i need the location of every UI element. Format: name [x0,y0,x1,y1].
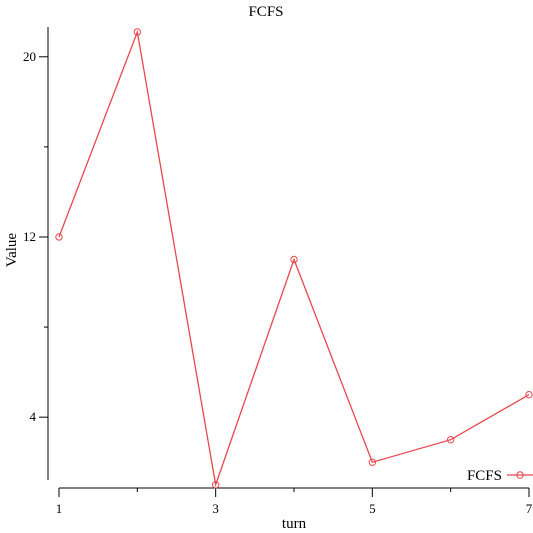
data-point [525,390,533,399]
x-tick-label: 5 [369,501,376,516]
chart-title: FCFS [248,4,283,20]
legend-marker [516,471,524,479]
data-point [133,28,142,36]
data-point [368,458,377,466]
data-point [290,255,298,264]
x-tick-label: 3 [212,501,219,516]
x-tick-label: 7 [526,501,533,516]
data-point [55,233,63,241]
data-point [211,481,220,489]
y-tick-label: 12 [23,229,36,244]
data-point [446,436,455,444]
legend-label: FCFS [467,468,502,484]
x-tick-label: 1 [56,501,63,516]
legend: FCFS [467,468,533,484]
x-axis: 1 3 5 7 [56,487,533,516]
series-line-fcfs [58,29,530,488]
y-tick-label: 4 [30,409,37,424]
plot-area [55,28,533,489]
y-axis-label: Value [4,233,20,267]
x-axis-label: turn [282,516,307,532]
y-axis: 4 12 20 [23,27,49,480]
y-tick-label: 20 [23,49,36,64]
